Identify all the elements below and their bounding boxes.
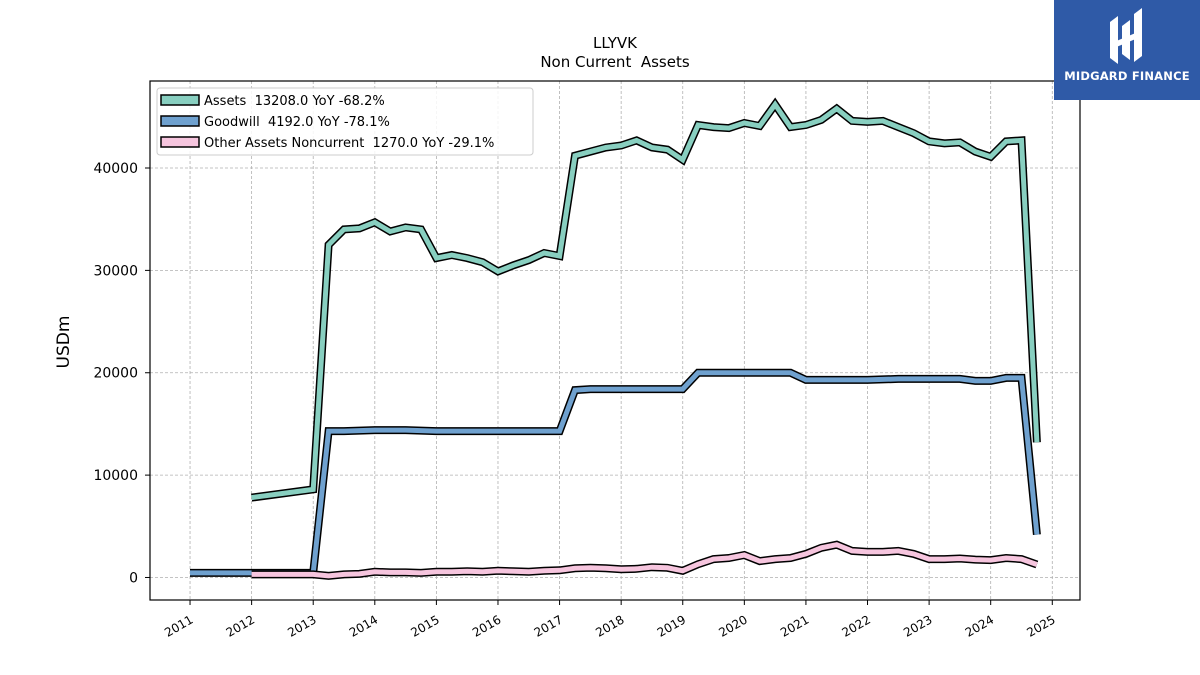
y-axis-label: USDm bbox=[54, 316, 74, 369]
brand-logo: MIDGARD FINANCE bbox=[1054, 0, 1200, 100]
legend-swatch bbox=[160, 115, 200, 127]
chart-subtitle: Non Current Assets bbox=[540, 53, 690, 71]
series-line-assets bbox=[251, 100, 1040, 501]
x-tick-label: 2015 bbox=[408, 612, 441, 639]
y-tick-label: 20000 bbox=[93, 366, 138, 382]
x-tick-label: 2019 bbox=[655, 612, 688, 639]
legend-label: Assets 13208.0 YoY -68.2% bbox=[204, 94, 385, 109]
plot-frame bbox=[149, 80, 1081, 601]
x-tick-label: 2022 bbox=[840, 612, 873, 639]
x-tick-label: 2014 bbox=[347, 612, 380, 639]
legend-label: Other Assets Noncurrent 1270.0 YoY -29.1… bbox=[204, 136, 494, 151]
y-tick-label: 10000 bbox=[93, 468, 138, 484]
series-layer bbox=[190, 97, 1041, 580]
y-tick-label: 0 bbox=[129, 570, 138, 586]
series-line-other-assets bbox=[251, 542, 1038, 579]
legend-swatch bbox=[160, 94, 200, 106]
series-line-assets-outline bbox=[251, 97, 1041, 502]
grid-lines bbox=[150, 81, 1080, 600]
x-tick-label: 2023 bbox=[901, 612, 934, 639]
legend-swatch bbox=[160, 136, 200, 148]
x-tick-label: 2011 bbox=[162, 612, 195, 639]
legend: Assets 13208.0 YoY -68.2% Goodwill 4192.0… bbox=[156, 87, 534, 156]
x-tick-label: 2021 bbox=[778, 612, 811, 639]
x-tick-label: 2012 bbox=[224, 612, 257, 639]
series-line-goodwill bbox=[190, 370, 1040, 576]
y-tick-label: 40000 bbox=[93, 161, 138, 177]
x-tick-label: 2016 bbox=[470, 612, 503, 639]
x-tick-label: 2018 bbox=[593, 612, 626, 639]
x-tick-label: 2017 bbox=[532, 612, 565, 639]
chart-title: LLYVK bbox=[593, 34, 638, 52]
y-tick-label: 30000 bbox=[93, 263, 138, 279]
x-tick-label: 2025 bbox=[1024, 612, 1057, 639]
brand-name: MIDGARD FINANCE bbox=[1064, 69, 1190, 83]
x-tick-label: 2013 bbox=[285, 612, 318, 639]
brand-mark-icon bbox=[1110, 8, 1142, 64]
legend-label: Goodwill 4192.0 YoY -78.1% bbox=[204, 115, 390, 130]
legend-box bbox=[156, 87, 534, 156]
x-tick-label: 2024 bbox=[963, 612, 996, 639]
x-tick-label: 2020 bbox=[716, 612, 749, 639]
